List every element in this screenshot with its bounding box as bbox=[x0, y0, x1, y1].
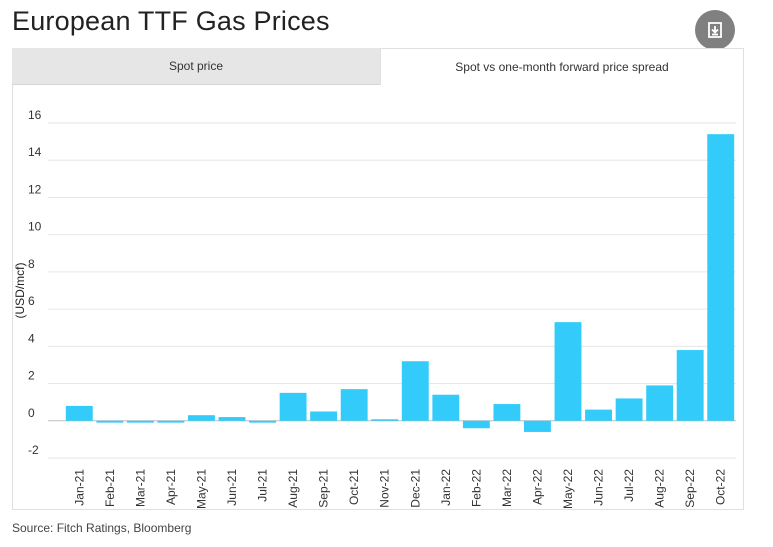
x-tick-label: Aug-22 bbox=[653, 469, 667, 508]
y-tick-label: 0 bbox=[28, 406, 35, 420]
x-tick-label: Oct-21 bbox=[347, 469, 361, 505]
bar bbox=[615, 398, 643, 421]
x-tick-label: Nov-21 bbox=[378, 469, 392, 508]
x-tick-label: Feb-22 bbox=[469, 469, 483, 507]
x-tick-label: Apr-22 bbox=[530, 469, 544, 505]
y-tick-label: 2 bbox=[28, 369, 35, 383]
x-tick-label: Jul-22 bbox=[622, 469, 636, 502]
bar bbox=[401, 361, 429, 421]
x-tick-label: Jan-22 bbox=[439, 469, 453, 506]
x-tick-label: Aug-21 bbox=[286, 469, 300, 508]
x-tick-label: May-21 bbox=[194, 469, 208, 509]
download-icon bbox=[708, 22, 722, 38]
x-tick-label: Jun-21 bbox=[225, 469, 239, 506]
y-tick-label: 14 bbox=[28, 145, 42, 159]
bar bbox=[462, 420, 490, 429]
x-tick-label: Mar-22 bbox=[500, 469, 514, 507]
bar bbox=[554, 322, 582, 421]
y-tick-label: 12 bbox=[28, 182, 42, 196]
tab-bar: Spot price Spot vs one-month forward pri… bbox=[12, 48, 744, 85]
x-tick-label: Mar-21 bbox=[133, 469, 147, 507]
y-axis-label: (USD/mcf) bbox=[13, 263, 27, 319]
x-tick-label: Jan-21 bbox=[72, 469, 86, 506]
bar bbox=[493, 404, 521, 421]
x-tick-label: Jun-22 bbox=[592, 469, 606, 506]
bar bbox=[218, 417, 246, 421]
bar bbox=[585, 409, 612, 421]
bar bbox=[157, 420, 185, 423]
chart-title: European TTF Gas Prices bbox=[12, 6, 330, 36]
bar-chart: -2 0 2 4 6 8 10 12 14 16 (USD/mcf) Jan-21 Feb-21 Mar-… bbox=[13, 108, 736, 509]
bar bbox=[524, 420, 551, 432]
bar bbox=[65, 405, 93, 421]
y-tick-label: 4 bbox=[28, 331, 35, 345]
chart-panel bbox=[12, 85, 744, 510]
y-tick-label: 8 bbox=[28, 257, 35, 271]
bar bbox=[249, 420, 276, 423]
source-note: Source: Fitch Ratings, Bloomberg bbox=[12, 521, 192, 535]
x-tick-label: Sep-21 bbox=[317, 469, 331, 508]
bar bbox=[646, 385, 674, 421]
x-tick-label: Feb-21 bbox=[103, 469, 117, 507]
bar bbox=[707, 134, 735, 421]
tab-spread[interactable]: Spot vs one-month forward price spread bbox=[380, 48, 744, 85]
bar bbox=[188, 415, 215, 421]
x-tick-label: Dec-21 bbox=[408, 469, 422, 508]
x-tick-label: Jul-21 bbox=[256, 469, 270, 502]
bar bbox=[340, 389, 368, 421]
x-tick-label: Apr-21 bbox=[164, 469, 178, 505]
download-button[interactable] bbox=[695, 10, 735, 50]
x-tick-label: Sep-22 bbox=[683, 469, 697, 508]
y-tick-label: -2 bbox=[28, 443, 39, 457]
tab-spot-price[interactable]: Spot price bbox=[12, 48, 380, 85]
bar bbox=[126, 420, 154, 423]
x-tick-label: Oct-22 bbox=[714, 469, 728, 505]
bar bbox=[371, 419, 399, 421]
y-tick-label: 16 bbox=[28, 108, 42, 122]
bar bbox=[279, 392, 307, 421]
bar bbox=[432, 394, 460, 421]
y-tick-label: 6 bbox=[28, 294, 35, 308]
y-tick-label: 10 bbox=[28, 220, 42, 234]
bar bbox=[96, 420, 124, 423]
bar bbox=[676, 350, 704, 421]
bar bbox=[310, 411, 338, 421]
x-tick-label: May-22 bbox=[561, 469, 575, 509]
